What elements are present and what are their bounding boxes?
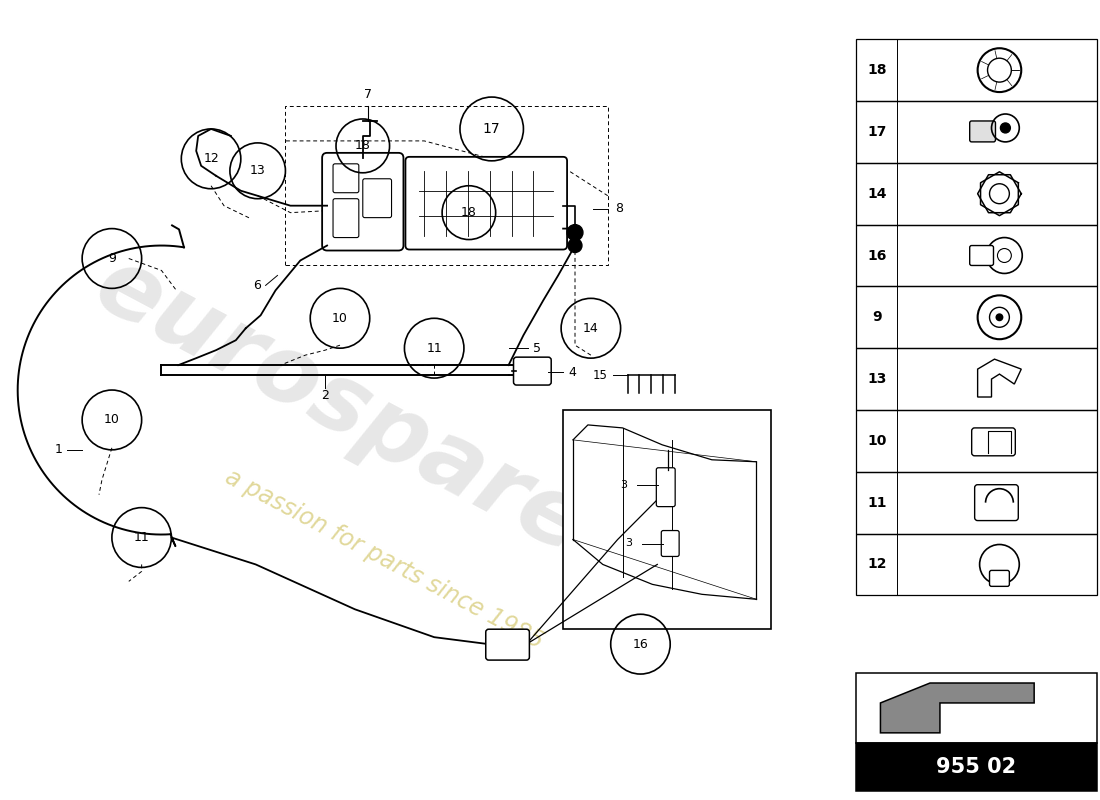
Text: 8: 8	[615, 202, 623, 215]
FancyBboxPatch shape	[990, 570, 1010, 586]
Text: 11: 11	[134, 531, 150, 544]
Text: 9: 9	[108, 252, 115, 265]
Text: 2: 2	[321, 389, 329, 402]
Circle shape	[1000, 123, 1011, 133]
Polygon shape	[880, 683, 1034, 733]
Text: 1: 1	[54, 443, 63, 456]
Bar	[856, 39, 1097, 101]
Text: 955 02: 955 02	[936, 757, 1016, 777]
Text: 18: 18	[461, 206, 476, 219]
Text: 17: 17	[483, 122, 500, 136]
Bar	[856, 163, 1097, 225]
Circle shape	[568, 238, 582, 253]
Text: 3: 3	[626, 538, 632, 549]
Bar	[856, 472, 1097, 534]
Text: 10: 10	[868, 434, 888, 448]
Text: 15: 15	[593, 369, 607, 382]
FancyBboxPatch shape	[322, 153, 404, 250]
FancyBboxPatch shape	[486, 630, 529, 660]
FancyBboxPatch shape	[333, 198, 359, 238]
FancyBboxPatch shape	[661, 530, 679, 557]
Text: 6: 6	[253, 279, 261, 292]
Text: 14: 14	[583, 322, 598, 334]
FancyBboxPatch shape	[563, 410, 771, 630]
Text: 14: 14	[868, 186, 888, 201]
Text: 13: 13	[250, 164, 265, 178]
Text: 10: 10	[104, 414, 120, 426]
Bar	[856, 673, 1097, 743]
Text: 7: 7	[364, 88, 372, 101]
Text: 9: 9	[872, 310, 882, 324]
Bar	[856, 101, 1097, 163]
Text: 4: 4	[568, 366, 576, 378]
Text: 16: 16	[632, 638, 648, 650]
Text: 12: 12	[868, 558, 888, 571]
FancyBboxPatch shape	[406, 157, 568, 250]
FancyBboxPatch shape	[975, 485, 1019, 521]
Bar	[856, 348, 1097, 410]
Circle shape	[996, 314, 1003, 322]
Text: 18: 18	[868, 63, 888, 77]
FancyBboxPatch shape	[657, 468, 675, 506]
Text: a passion for parts since 1985: a passion for parts since 1985	[221, 465, 548, 654]
Text: 16: 16	[868, 249, 888, 262]
Text: 17: 17	[868, 125, 888, 139]
Bar	[856, 410, 1097, 472]
FancyBboxPatch shape	[333, 164, 359, 193]
FancyBboxPatch shape	[363, 178, 392, 218]
Bar	[856, 534, 1097, 595]
FancyBboxPatch shape	[970, 121, 996, 142]
Text: 12: 12	[204, 152, 219, 166]
Text: 18: 18	[355, 139, 371, 152]
FancyBboxPatch shape	[970, 246, 993, 266]
FancyBboxPatch shape	[971, 428, 1015, 456]
FancyBboxPatch shape	[514, 357, 551, 385]
Text: 10: 10	[332, 312, 348, 325]
Text: 11: 11	[868, 496, 888, 510]
Bar	[856, 286, 1097, 348]
Text: 3: 3	[620, 480, 628, 490]
Text: 5: 5	[534, 342, 541, 354]
Text: eurospares: eurospares	[79, 239, 650, 601]
Bar	[856, 225, 1097, 286]
Bar	[856, 743, 1097, 790]
Text: 13: 13	[868, 372, 888, 386]
Circle shape	[568, 225, 583, 241]
Text: 11: 11	[427, 342, 442, 354]
